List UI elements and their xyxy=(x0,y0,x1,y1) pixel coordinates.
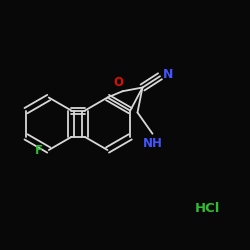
Text: HCl: HCl xyxy=(195,202,220,215)
Text: N: N xyxy=(163,68,173,82)
Text: O: O xyxy=(113,76,123,89)
Text: F: F xyxy=(35,144,43,156)
Text: NH: NH xyxy=(142,137,163,150)
